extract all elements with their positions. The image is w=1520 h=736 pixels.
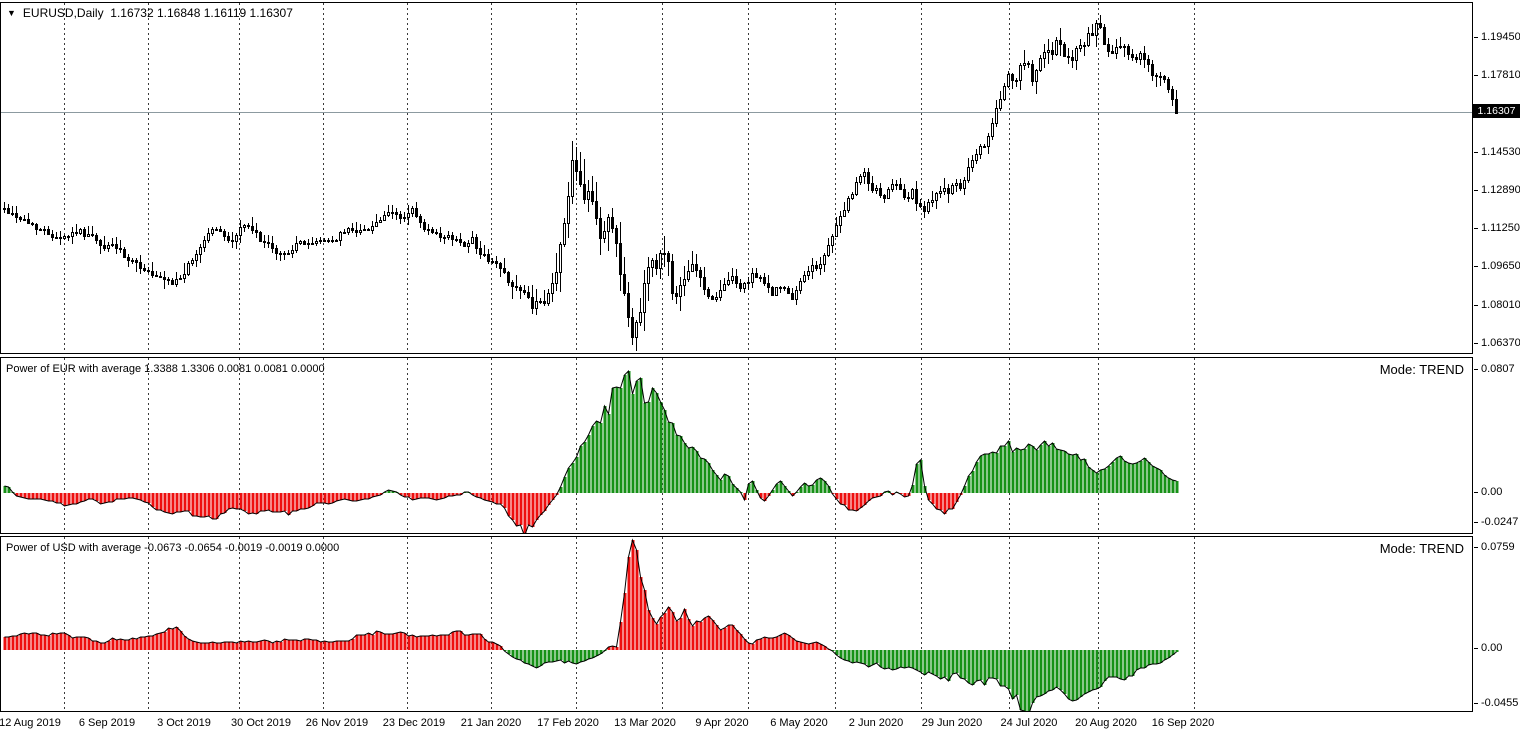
date-label: 17 Feb 2020: [537, 717, 599, 729]
date-label: 26 Nov 2019: [305, 717, 369, 729]
axis-tick-label: 1.09650: [1481, 260, 1520, 272]
date-label: 21 Jan 2020: [460, 717, 522, 729]
axis-tick-mark: [1474, 648, 1478, 649]
date-label: 23 Dec 2019: [382, 717, 446, 729]
time-scale-axis[interactable]: 12 Aug 2019 6 Sep 2019 3 Oct 2019 30 Oct 20…: [0, 712, 1473, 736]
axis-tick-label: 0.00: [1481, 642, 1503, 654]
axis-tick-mark: [1474, 228, 1478, 229]
date-label: 30 Oct 2019: [231, 717, 291, 729]
power-of-eur-panel[interactable]: [0, 357, 1473, 534]
power-of-eur-title: Power of EUR with average 1.3388 1.3306 …: [6, 363, 325, 375]
axis-tick-mark: [1474, 37, 1478, 38]
power-of-usd-mode-label: Mode: TREND: [1379, 541, 1464, 556]
axis-tick-mark: [1474, 152, 1478, 153]
axis-tick-label: 0.0759: [1481, 541, 1515, 553]
axis-tick-label: 1.17810: [1481, 69, 1520, 81]
current-price-box: 1.16307: [1473, 104, 1520, 118]
axis-tick-label: 1.06370: [1481, 337, 1520, 349]
price-scale-axis[interactable]: 1.16307 1.19450 1.17810 1.14530 1.12890 1.11…: [1473, 0, 1520, 712]
date-label: 6 Sep 2019: [78, 717, 136, 729]
axis-tick-mark: [1474, 343, 1478, 344]
power-of-usd-panel[interactable]: [0, 536, 1473, 712]
axis-tick-mark: [1474, 266, 1478, 267]
symbol-dropdown-icon[interactable]: ▼: [7, 8, 16, 18]
power-of-eur-mode-label: Mode: TREND: [1379, 362, 1464, 377]
date-label: 29 Jun 2020: [921, 717, 983, 729]
ohlc-values: 1.16732 1.16848 1.16119 1.16307: [110, 6, 293, 20]
chart-title-bar: ▼ EURUSD,Daily 1.16732 1.16848 1.16119 1.…: [7, 6, 293, 20]
axis-tick-label: 1.14530: [1481, 146, 1520, 158]
axis-tick-mark: [1474, 547, 1478, 548]
date-label: 24 Jul 2020: [1000, 717, 1058, 729]
axis-tick-label: -0.0455: [1481, 697, 1519, 709]
axis-tick-mark: [1474, 703, 1478, 704]
axis-tick-label: 1.08010: [1481, 299, 1520, 311]
axis-tick-mark: [1474, 522, 1478, 523]
power-of-usd-title: Power of USD with average -0.0673 -0.065…: [6, 542, 340, 554]
date-label: 9 Apr 2020: [695, 717, 749, 729]
axis-tick-label: 0.0807: [1481, 363, 1515, 375]
axis-tick-label: 1.11250: [1481, 222, 1520, 234]
axis-tick-mark: [1474, 369, 1478, 370]
date-label: 20 Aug 2020: [1075, 717, 1137, 729]
date-label: 13 Mar 2020: [614, 717, 676, 729]
date-label: 12 Aug 2019: [0, 717, 61, 729]
date-label: 16 Sep 2020: [1151, 717, 1215, 729]
date-label: 6 May 2020: [770, 717, 828, 729]
price-chart-panel[interactable]: [0, 2, 1473, 354]
axis-tick-mark: [1474, 190, 1478, 191]
axis-tick-label: 1.19450: [1481, 31, 1520, 43]
axis-tick-label: -0.0247: [1481, 516, 1519, 528]
axis-tick-label: 1.12890: [1481, 184, 1520, 196]
date-label: 2 Jun 2020: [848, 717, 904, 729]
axis-tick-mark: [1474, 492, 1478, 493]
axis-tick-mark: [1474, 305, 1478, 306]
axis-tick-label: 0.00: [1481, 486, 1503, 498]
symbol-period-label: EURUSD,Daily: [22, 6, 104, 20]
axis-tick-mark: [1474, 75, 1478, 76]
date-label: 3 Oct 2019: [157, 717, 211, 729]
